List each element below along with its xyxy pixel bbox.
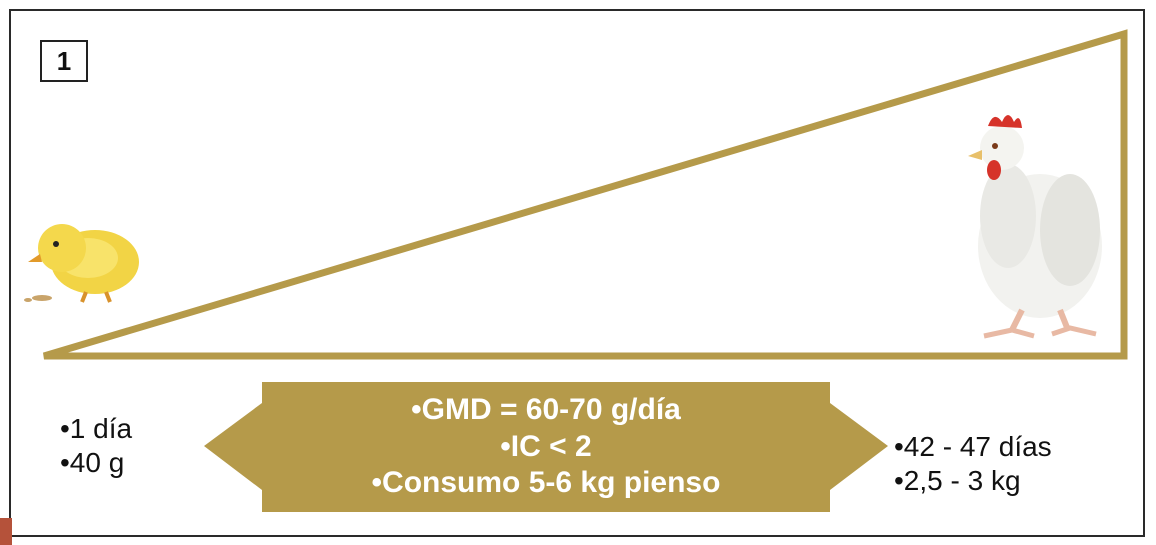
metric-ic: •IC < 2	[500, 429, 592, 463]
figure-number: 1	[40, 40, 88, 82]
chicken-icon	[968, 115, 1102, 339]
page-corner-tab	[0, 518, 12, 545]
growth-triangle-inner	[88, 46, 1116, 347]
metric-gmd: •GMD = 60-70 g/día	[411, 393, 681, 427]
growth-triangle	[42, 29, 1128, 360]
double-arrow	[204, 382, 888, 512]
metric-consumption: •Consumo 5-6 kg pienso	[371, 466, 721, 500]
start-weight: •40 g	[60, 446, 125, 478]
start-age: •1 día	[60, 413, 133, 444]
chick-icon	[24, 224, 139, 303]
end-weight: •2,5 - 3 kg	[894, 464, 1021, 496]
end-age: •42 - 47 días	[894, 431, 1052, 462]
growth-metrics: •GMD = 60-70 g/día •IC < 2 •Consumo 5-6 …	[262, 382, 830, 512]
end-stats: •42 - 47 días •2,5 - 3 kg	[894, 430, 1052, 497]
start-stats: •1 día •40 g	[60, 412, 132, 479]
